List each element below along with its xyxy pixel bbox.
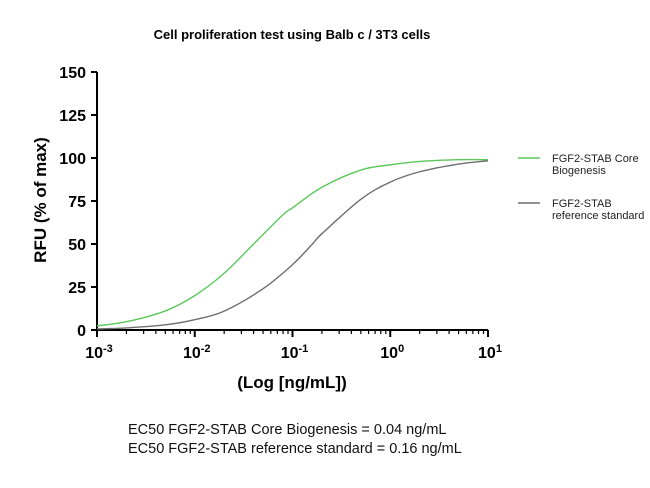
y-tick-label: 0 bbox=[77, 323, 86, 340]
series-line-reference-standard bbox=[96, 160, 489, 330]
x-tick-label: 100 bbox=[380, 343, 404, 362]
legend-label: FGF2-STAB Core bbox=[552, 153, 639, 165]
ec50-note-reference: EC50 FGF2-STAB reference standard = 0.16… bbox=[128, 441, 462, 457]
x-tick-label: 10-1 bbox=[281, 343, 309, 362]
y-axis-label: RFU (% of max) bbox=[31, 137, 50, 263]
y-axis-ticks: 0 25 50 75 100 125 150 bbox=[59, 65, 97, 340]
ec50-note-core: EC50 FGF2-STAB Core Biogenesis = 0.04 ng… bbox=[128, 422, 447, 438]
y-tick-label: 125 bbox=[59, 108, 86, 125]
y-tick-label: 100 bbox=[59, 151, 86, 168]
legend-label: FGF2-STAB bbox=[552, 198, 612, 210]
series-line-core-biogenesis bbox=[96, 158, 489, 327]
y-tick-label: 50 bbox=[68, 237, 86, 254]
legend-label: reference standard bbox=[552, 210, 644, 222]
x-axis-label: (Log [ng/mL]) bbox=[237, 373, 347, 392]
y-tick-label: 75 bbox=[68, 194, 86, 211]
legend-label: Biogenesis bbox=[552, 165, 606, 177]
plot-area bbox=[96, 72, 489, 331]
x-tick-label: 10-2 bbox=[183, 343, 211, 362]
y-tick-label: 25 bbox=[68, 280, 86, 297]
y-tick-label: 150 bbox=[59, 65, 86, 82]
x-axis-ticks: 10-3 10-2 10-1 100 101 bbox=[85, 330, 502, 362]
x-tick-label: 10-3 bbox=[85, 343, 113, 362]
x-tick-label: 101 bbox=[478, 343, 502, 362]
chart-title: Cell proliferation test using Balb c / 3… bbox=[154, 27, 431, 42]
